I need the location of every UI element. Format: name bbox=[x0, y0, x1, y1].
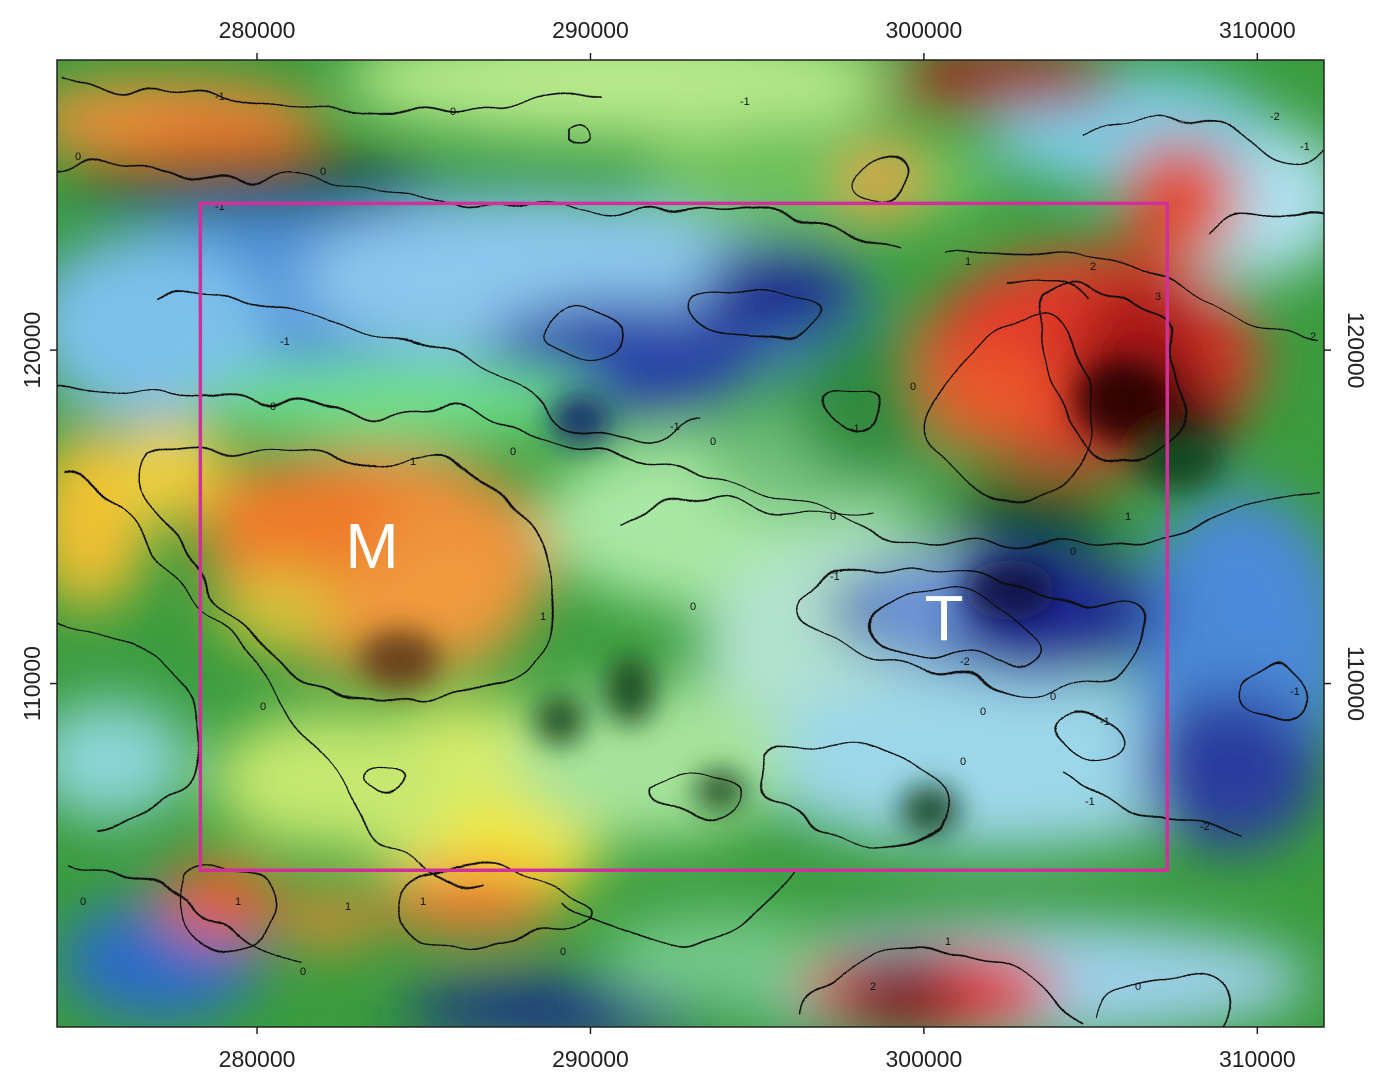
x-tick-label-top: 300000 bbox=[886, 17, 963, 43]
contour-value-labels: 1 0 0 1 0 0 0 0 -1 -1 -2 -1 0 1 2 3 2 1 … bbox=[75, 91, 1316, 993]
contour-label: 1 bbox=[945, 936, 951, 948]
contour-line bbox=[1099, 973, 1235, 1027]
x-tick-label-bottom: 290000 bbox=[552, 1046, 629, 1072]
contour-line bbox=[57, 159, 901, 251]
contour-label: 0 bbox=[510, 446, 516, 458]
y-tick-label-right: 110000 bbox=[1343, 646, 1369, 721]
anomaly-color-field bbox=[57, 60, 1324, 1027]
x-tick-label-bottom: 310000 bbox=[1219, 1046, 1296, 1072]
overlay-layer bbox=[198, 201, 1170, 873]
contour-line bbox=[927, 319, 1094, 509]
contour-label: 0 bbox=[320, 166, 326, 178]
contour-label: 2 bbox=[1310, 331, 1316, 343]
contour-label: -2 bbox=[960, 656, 970, 668]
contour-label: -1 bbox=[850, 423, 860, 435]
contour-label: -1 bbox=[1300, 141, 1310, 153]
contour-line bbox=[619, 495, 881, 523]
contour-label: -1 bbox=[280, 336, 290, 348]
contour-label: 0 bbox=[450, 106, 456, 118]
contour-label: 1 bbox=[1125, 511, 1131, 523]
contour-label: 0 bbox=[830, 511, 836, 523]
x-tick-label-bottom: 280000 bbox=[219, 1046, 296, 1072]
contour-label: 0 bbox=[980, 706, 986, 718]
contour-line bbox=[57, 469, 481, 881]
contour-label: -1 bbox=[740, 96, 750, 108]
contour-line bbox=[939, 252, 1324, 341]
contour-line bbox=[865, 592, 1037, 663]
contour-label: -1 bbox=[1100, 716, 1110, 728]
contour-label: -1 bbox=[1085, 796, 1095, 808]
contour-label: 1 bbox=[965, 256, 971, 268]
contour-line bbox=[648, 774, 744, 827]
anomaly-label-t: T bbox=[924, 582, 963, 654]
x-tick-label-bottom: 300000 bbox=[886, 1046, 963, 1072]
contour-line bbox=[797, 565, 1151, 692]
contour-label: 0 bbox=[560, 946, 566, 958]
x-tick-label-top: 310000 bbox=[1219, 17, 1296, 43]
contour-label: 2 bbox=[1090, 261, 1096, 273]
contour-line bbox=[1079, 114, 1324, 155]
contour-line bbox=[57, 79, 601, 114]
map-axes: 2800002800002900002900003000003000003100… bbox=[19, 17, 1369, 1072]
contour-label: 0 bbox=[260, 701, 266, 713]
y-tick-label-left: 110000 bbox=[19, 646, 45, 721]
contour-label: 0 bbox=[75, 151, 81, 163]
anomaly-label-m: M bbox=[345, 510, 398, 582]
contour-label: 0 bbox=[910, 381, 916, 393]
contour-label: 1 bbox=[410, 456, 416, 468]
contour-lines bbox=[57, 79, 1324, 1027]
contour-label: 0 bbox=[690, 601, 696, 613]
contour-label: -1 bbox=[1290, 686, 1300, 698]
contour-label: 0 bbox=[270, 401, 276, 413]
contour-line bbox=[559, 128, 586, 150]
contour-line bbox=[827, 387, 876, 427]
contour-line bbox=[858, 160, 912, 202]
contour-line bbox=[367, 767, 406, 798]
contour-line bbox=[1032, 289, 1189, 467]
map-frame bbox=[56, 59, 1325, 1028]
contour-line bbox=[57, 869, 301, 961]
contour-line bbox=[1209, 212, 1324, 231]
contour-label: 0 bbox=[1135, 981, 1141, 993]
contour-line bbox=[149, 296, 701, 441]
contour-line bbox=[755, 744, 949, 842]
contour-line bbox=[57, 379, 1324, 550]
contour-line bbox=[179, 864, 277, 952]
contour-label: 0 bbox=[1050, 691, 1056, 703]
contour-label: -1 bbox=[670, 421, 680, 433]
contour-label: 3 bbox=[1155, 291, 1161, 303]
contour-line bbox=[559, 869, 801, 944]
contour-label: -1 bbox=[215, 91, 225, 103]
contour-line bbox=[696, 288, 813, 338]
contour-label: 0 bbox=[1070, 546, 1076, 558]
y-tick-label-right: 120000 bbox=[1343, 312, 1369, 389]
contour-line bbox=[536, 306, 623, 365]
contour-label: 0 bbox=[300, 966, 306, 978]
contour-label: 1 bbox=[345, 901, 351, 913]
contour-label: 1 bbox=[540, 611, 546, 623]
contour-line bbox=[999, 279, 1091, 301]
contour-label: 0 bbox=[960, 756, 966, 768]
contour-label: -2 bbox=[1270, 111, 1280, 123]
contour-label: -2 bbox=[1200, 821, 1210, 833]
contour-label: 1 bbox=[420, 896, 426, 908]
x-tick-label-top: 280000 bbox=[219, 17, 296, 43]
contour-line bbox=[57, 619, 195, 831]
contour-label: -1 bbox=[830, 571, 840, 583]
contour-line bbox=[1059, 779, 1241, 841]
contour-label: 2 bbox=[870, 981, 876, 993]
contour-label: 0 bbox=[80, 896, 86, 908]
contour-line bbox=[1057, 716, 1116, 761]
contour-line bbox=[134, 447, 547, 694]
y-tick-label-left: 120000 bbox=[19, 312, 45, 389]
contour-line bbox=[1246, 666, 1306, 715]
contour-label: -1 bbox=[215, 201, 225, 213]
contour-line bbox=[397, 861, 593, 943]
x-tick-label-top: 290000 bbox=[552, 17, 629, 43]
contour-line bbox=[799, 943, 1081, 1027]
study-area-rectangle bbox=[198, 201, 1170, 873]
contour-label: 0 bbox=[710, 436, 716, 448]
contour-label: 1 bbox=[235, 896, 241, 908]
